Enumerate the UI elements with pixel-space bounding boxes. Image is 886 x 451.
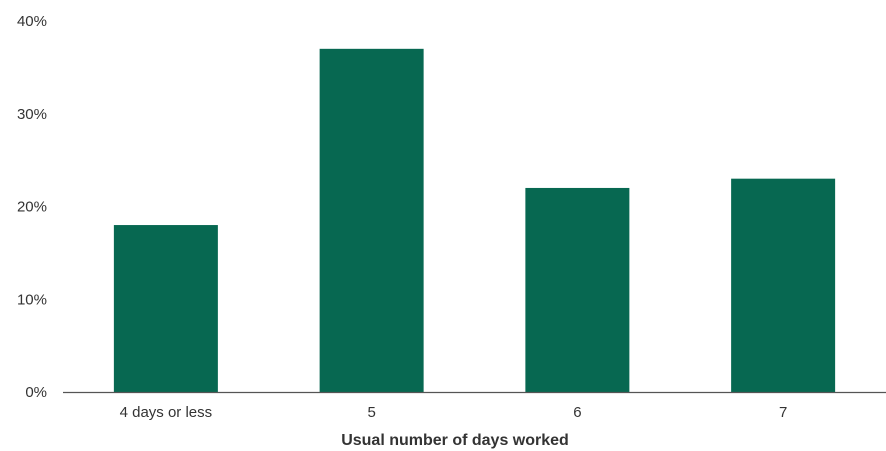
bars — [113, 48, 836, 392]
bar-4-days-or-less — [113, 225, 218, 392]
y-tick-label: 20% — [17, 199, 47, 216]
y-axis-ticks: 0% 10% 20% 30% 40% — [17, 13, 47, 401]
y-tick-label: 0% — [25, 384, 47, 401]
x-tick-label: 6 — [573, 404, 581, 421]
y-tick-label: 40% — [17, 13, 47, 30]
x-axis-title: Usual number of days worked — [341, 432, 569, 449]
x-tick-label: 7 — [779, 404, 787, 421]
x-tick-label: 5 — [367, 404, 375, 421]
y-tick-label: 10% — [17, 291, 47, 308]
x-tick-label: 4 days or less — [120, 404, 213, 421]
y-tick-label: 30% — [17, 106, 47, 123]
x-axis-ticks: 4 days or less 5 6 7 — [120, 404, 788, 421]
bar-7 — [731, 178, 836, 392]
bar-6 — [525, 187, 630, 392]
bar-5 — [319, 48, 424, 392]
